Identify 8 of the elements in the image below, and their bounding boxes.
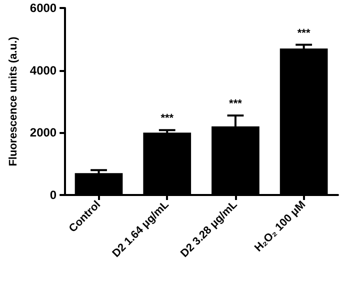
y-axis-title: Fluorescence units (a.u.) [8, 36, 20, 166]
annotation: *** [297, 27, 311, 40]
annotation: *** [229, 98, 243, 110]
annotation: *** [160, 112, 174, 125]
y-tick-label: 4000 [30, 63, 57, 78]
y-tick-label: 2000 [30, 126, 57, 140]
y-tick-label: 0 [50, 188, 57, 202]
y-tick-label: 6000 [30, 1, 57, 15]
